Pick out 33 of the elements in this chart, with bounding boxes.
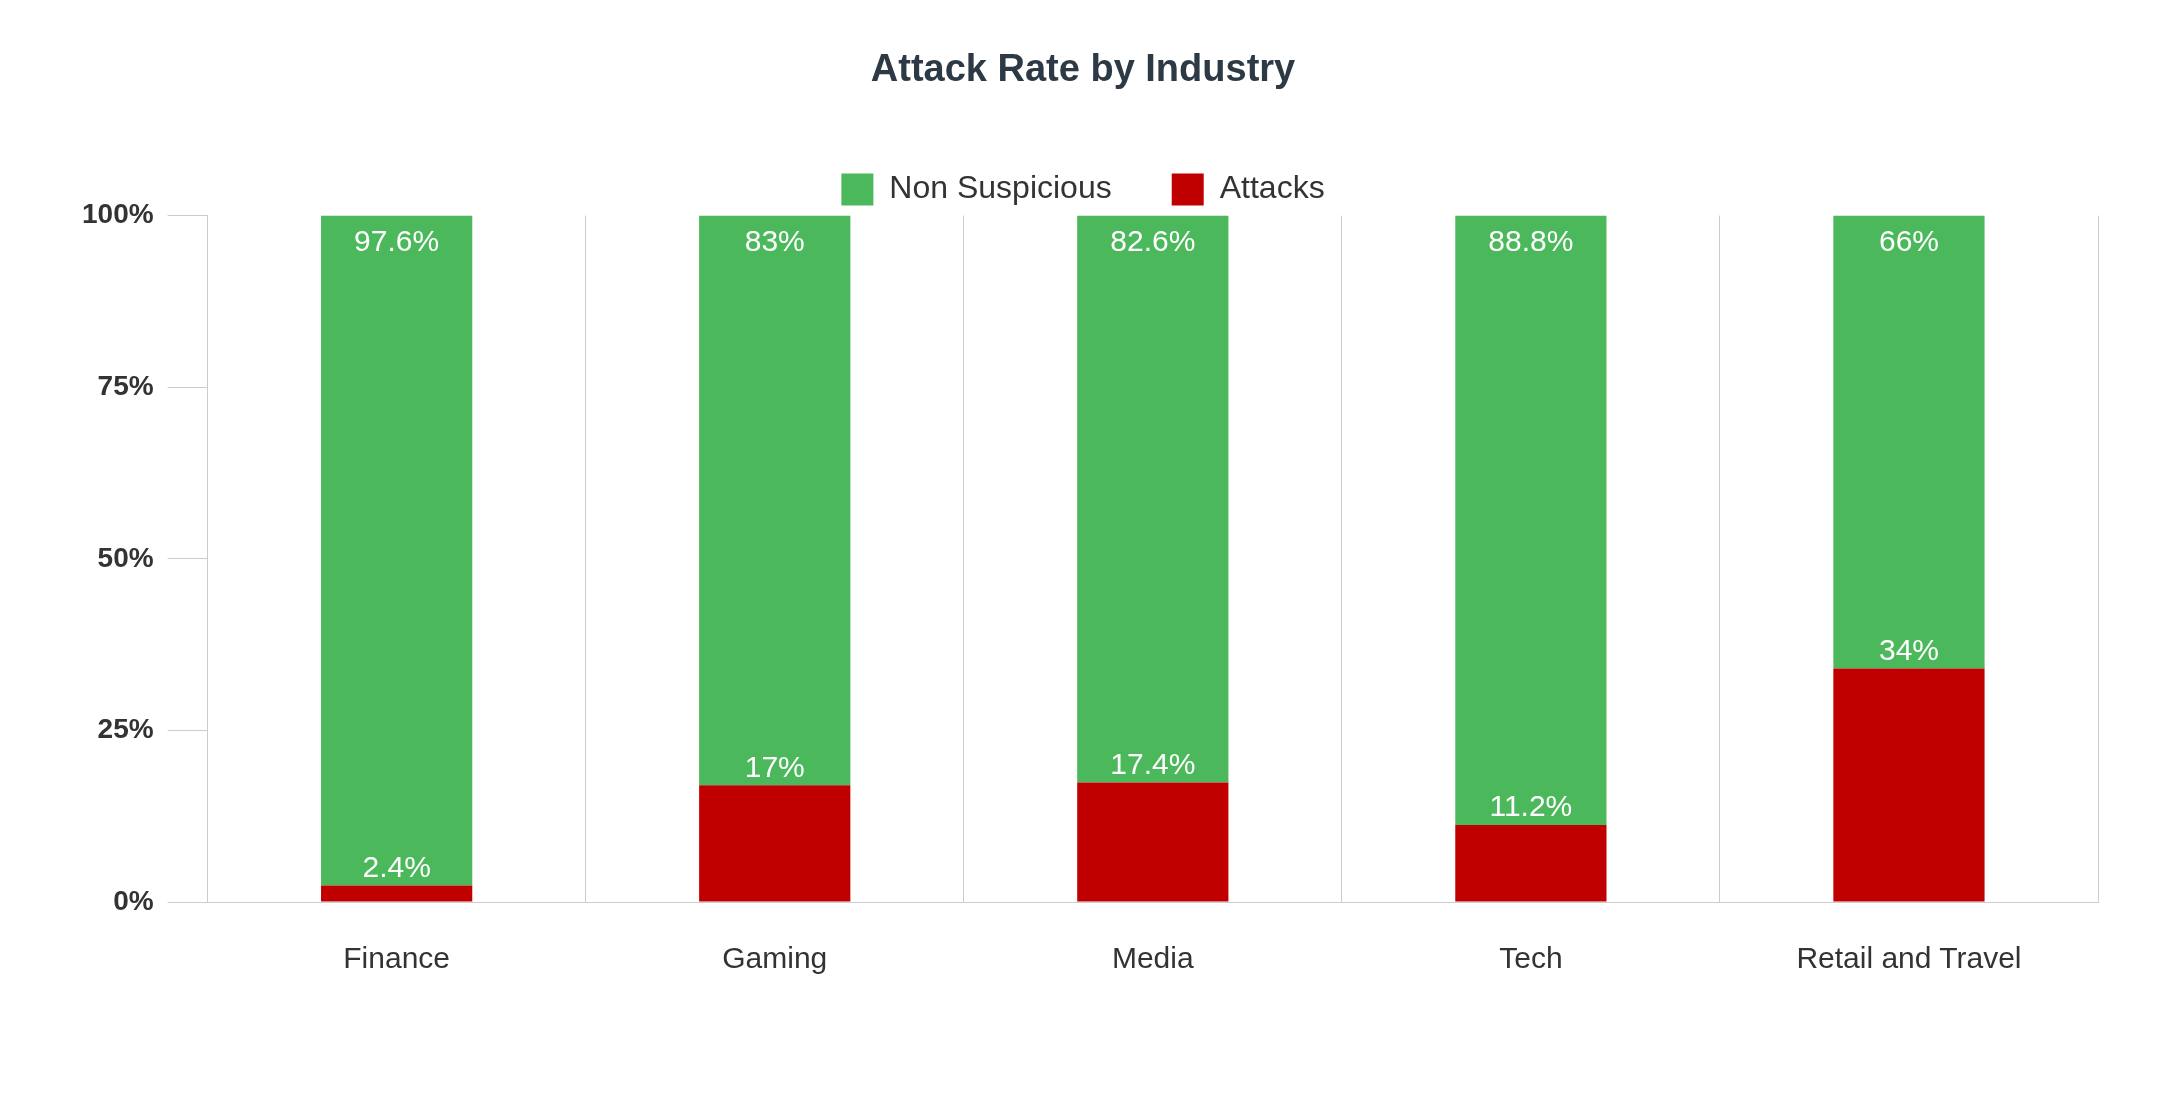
y-tick-label: 25% xyxy=(97,713,154,745)
data-label: 88.8% xyxy=(1488,223,1574,257)
y-tick-label: 75% xyxy=(97,369,154,401)
x-tick-label: Tech xyxy=(1499,941,1563,975)
data-label: 34% xyxy=(1878,632,1939,666)
bar xyxy=(1077,215,1229,783)
data-label: 2.4% xyxy=(362,849,431,883)
bar xyxy=(699,215,851,786)
x-tick-label: Retail and Travel xyxy=(1796,941,2022,975)
y-tick-label: 100% xyxy=(81,198,154,230)
y-tick-label: 50% xyxy=(97,541,154,573)
data-label: 66% xyxy=(1878,223,1939,257)
x-tick-label: Gaming xyxy=(722,941,828,975)
data-label: 17% xyxy=(744,749,805,783)
data-label: 17.4% xyxy=(1110,746,1196,780)
data-label: 97.6% xyxy=(354,223,440,257)
bar xyxy=(1455,215,1607,826)
bar xyxy=(1833,668,1985,902)
bar xyxy=(1077,782,1229,902)
bar xyxy=(1833,215,1985,669)
legend-label: Non Suspicious xyxy=(889,169,1112,206)
y-tick-label: 0% xyxy=(113,884,154,916)
bar xyxy=(1455,825,1607,902)
bar xyxy=(321,215,473,886)
x-tick-label: Finance xyxy=(343,941,451,975)
x-tick-label: Media xyxy=(1111,941,1194,975)
data-label: 11.2% xyxy=(1489,789,1573,823)
bar xyxy=(699,785,851,902)
legend-label: Attacks xyxy=(1219,169,1325,206)
chart-title: Attack Rate by Industry xyxy=(870,47,1296,90)
bar xyxy=(321,885,473,902)
data-label: 82.6% xyxy=(1110,223,1196,257)
data-label: 83% xyxy=(744,223,805,257)
